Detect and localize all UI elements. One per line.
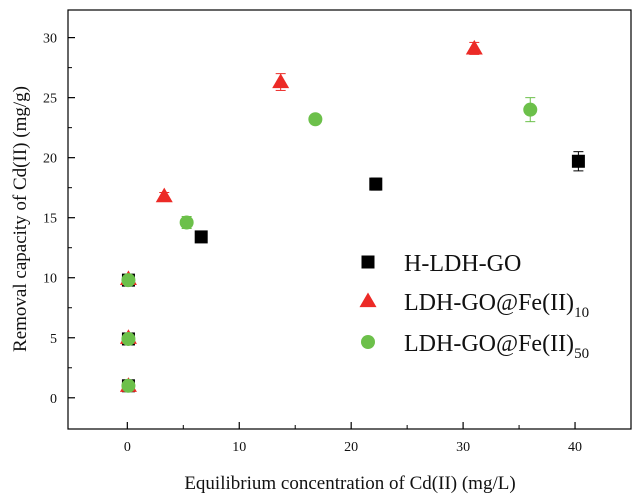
- legend-label: LDH-GO@Fe(II)10: [404, 290, 589, 321]
- data-point-square: [369, 177, 383, 191]
- data-point-circle: [121, 273, 136, 288]
- data-point-circle: [308, 112, 323, 127]
- plot-frame: [67, 9, 632, 430]
- data-point-triangle: [272, 73, 290, 89]
- legend-label: H-LDH-GO: [404, 251, 521, 277]
- data-point-triangle: [155, 187, 173, 203]
- legend-label-subscript: 50: [574, 346, 589, 362]
- x-tick-label: 30: [456, 440, 470, 455]
- legend-label-subscript: 10: [574, 305, 589, 321]
- y-axis: 0 5 10 15 20 25 30: [43, 32, 75, 407]
- x-axis-title: Equilibrium concentration of Cd(II) (mg/…: [184, 473, 515, 494]
- y-tick-label: 15: [43, 212, 57, 227]
- data-points: [119, 39, 585, 393]
- data-point-circle: [523, 102, 538, 117]
- data-point-circle: [121, 331, 136, 346]
- x-axis: 0 10 20 30 40: [124, 422, 582, 455]
- legend-marker-circle: [361, 335, 375, 349]
- legend-marker-triangle: [359, 292, 377, 308]
- data-point-triangle: [465, 39, 483, 55]
- legend-marker-square: [361, 255, 375, 269]
- y-axis-title: Removal capacity of Cd(II) (mg/g): [10, 86, 31, 352]
- data-point-square: [194, 230, 208, 244]
- y-tick-label: 25: [43, 92, 57, 107]
- x-tick-label: 0: [124, 440, 131, 455]
- y-tick-label: 20: [43, 152, 57, 167]
- x-tick-label: 10: [232, 440, 246, 455]
- x-tick-label: 40: [568, 440, 582, 455]
- legend-label: LDH-GO@Fe(II)50: [404, 331, 589, 362]
- x-tick-label: 20: [344, 440, 358, 455]
- y-tick-label: 10: [43, 272, 57, 287]
- y-tick-label: 30: [43, 32, 57, 47]
- data-point-square: [571, 154, 585, 168]
- data-point-circle: [121, 378, 136, 393]
- legend: H-LDH-GO LDH-GO@Fe(II)10 LDH-GO@Fe(II)50: [359, 251, 589, 362]
- y-tick-label: 0: [50, 392, 57, 407]
- data-point-circle: [179, 215, 194, 230]
- y-tick-label: 5: [50, 332, 57, 347]
